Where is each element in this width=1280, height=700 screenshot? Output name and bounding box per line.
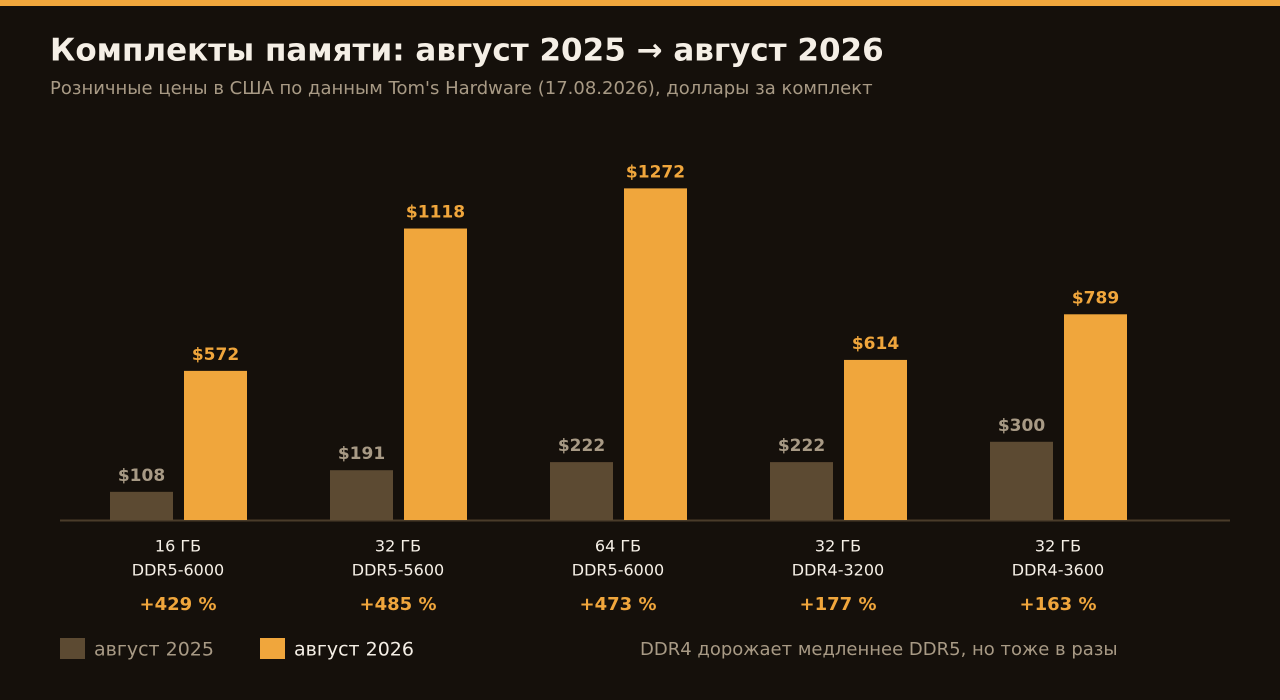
chart-title: Комплекты памяти: август 2025 → август 2… (50, 33, 884, 69)
change-label: +177 % (800, 594, 877, 615)
chart-subtitle: Розничные цены в США по данным Tom's Har… (50, 78, 873, 99)
x-tick-label: DDR5-6000 (572, 561, 664, 580)
value-label: $191 (338, 444, 385, 464)
x-tick-label: 16 ГБ (155, 537, 201, 556)
x-tick-label: 32 ГБ (815, 537, 861, 556)
bar (330, 470, 393, 520)
value-label: $789 (1072, 288, 1119, 308)
bar (110, 491, 173, 520)
bar (1064, 314, 1127, 520)
change-label: +473 % (580, 594, 657, 615)
legend-label: август 2026 (294, 639, 414, 661)
change-label: +485 % (360, 594, 437, 615)
value-label: $614 (852, 334, 899, 354)
value-label: $222 (558, 436, 605, 456)
value-label: $1118 (406, 203, 465, 223)
top-stripe (0, 0, 1280, 6)
bar (990, 441, 1053, 520)
bar (550, 462, 613, 520)
value-label: $572 (192, 345, 239, 365)
bar (770, 462, 833, 520)
x-tick-label: 32 ГБ (375, 537, 421, 556)
bar (844, 359, 907, 520)
x-tick-label: DDR4-3600 (1012, 561, 1104, 580)
note: DDR4 дорожает медленнее DDR5, но тоже в … (640, 639, 1118, 660)
x-tick-label: 32 ГБ (1035, 537, 1081, 556)
legend-label: август 2025 (94, 639, 214, 661)
value-label: $1272 (626, 162, 685, 182)
legend-swatch (60, 638, 85, 659)
legend-swatch (260, 638, 285, 659)
value-label: $300 (998, 416, 1045, 436)
value-label: $222 (778, 436, 825, 456)
x-tick-label: DDR5-5600 (352, 561, 444, 580)
value-label: $108 (118, 466, 165, 486)
bar (184, 370, 247, 520)
change-label: +163 % (1020, 594, 1097, 615)
change-label: +429 % (140, 594, 217, 615)
bar (404, 228, 467, 520)
x-tick-label: DDR5-6000 (132, 561, 224, 580)
x-tick-label: DDR4-3200 (792, 561, 884, 580)
bar (624, 188, 687, 520)
x-tick-label: 64 ГБ (595, 537, 641, 556)
